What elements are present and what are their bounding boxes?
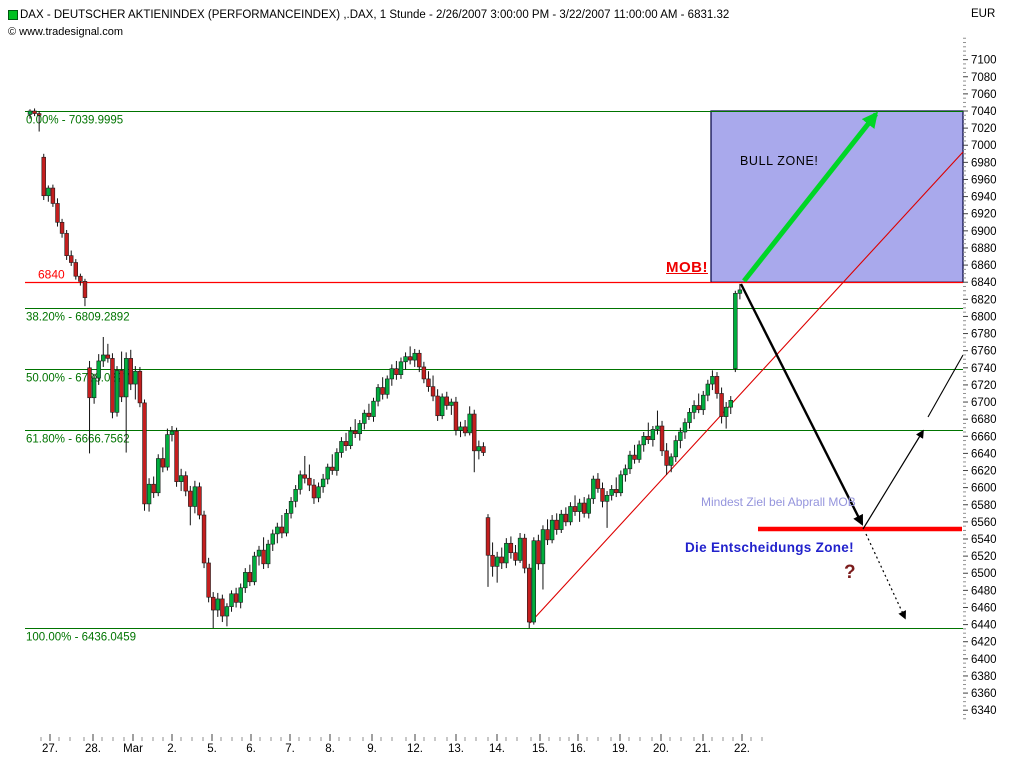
svg-text:12.: 12. [407, 743, 423, 755]
svg-text:100.00% - 6436.0459: 100.00% - 6436.0459 [26, 632, 136, 644]
svg-text:7020: 7020 [971, 123, 997, 135]
svg-text:6820: 6820 [971, 294, 997, 306]
scenario-arrows[interactable] [739, 111, 964, 620]
svg-text:7040: 7040 [971, 106, 997, 118]
svg-text:6940: 6940 [971, 192, 997, 204]
svg-text:15.: 15. [532, 743, 548, 755]
copyright-label: © www.tradesignal.com [8, 26, 124, 38]
instrument-icon [8, 10, 18, 20]
svg-text:61.80% - 6666.7562: 61.80% - 6666.7562 [26, 434, 130, 446]
svg-text:28.: 28. [85, 743, 101, 755]
svg-text:6600: 6600 [971, 483, 997, 495]
svg-text:7060: 7060 [971, 89, 997, 101]
svg-text:6720: 6720 [971, 380, 997, 392]
svg-text:50.00% - 6738.0227: 50.00% - 6738.0227 [26, 373, 130, 385]
chart-title: DAX - DEUTSCHER AKTIENINDEX (PERFORMANCE… [20, 9, 730, 21]
svg-text:6620: 6620 [971, 466, 997, 478]
svg-text:6560: 6560 [971, 517, 997, 529]
mindest-ziel-annotation[interactable]: Mindest Ziel bei Abprall MOB [701, 495, 856, 509]
svg-text:6840: 6840 [971, 277, 997, 289]
svg-text:6980: 6980 [971, 157, 997, 169]
svg-text:27.: 27. [42, 743, 58, 755]
svg-text:7.: 7. [285, 743, 295, 755]
svg-text:6360: 6360 [971, 688, 997, 700]
mob-annotation[interactable]: MOB! [666, 259, 708, 276]
x-axis: 27. 28. Mar 2. 5. 6. 7. 8. 9. 12. 13. 14. 15. 16. 19. 2… [40, 734, 763, 755]
svg-text:6840: 6840 [38, 268, 65, 282]
svg-text:22.: 22. [734, 743, 750, 755]
svg-text:6700: 6700 [971, 397, 997, 409]
svg-text:6460: 6460 [971, 602, 997, 614]
svg-text:7080: 7080 [971, 72, 997, 84]
svg-text:6920: 6920 [971, 209, 997, 221]
svg-text:6400: 6400 [971, 654, 997, 666]
svg-text:6420: 6420 [971, 637, 997, 649]
svg-text:Mar: Mar [123, 743, 143, 755]
svg-text:13.: 13. [448, 743, 464, 755]
svg-text:6440: 6440 [971, 620, 997, 632]
svg-text:6520: 6520 [971, 551, 997, 563]
svg-text:6780: 6780 [971, 329, 997, 341]
currency-label: EUR [971, 8, 996, 20]
svg-text:6740: 6740 [971, 363, 997, 375]
svg-text:6680: 6680 [971, 414, 997, 426]
svg-text:0.00% - 7039.9995: 0.00% - 7039.9995 [26, 115, 123, 127]
fibonacci-retracement-lines[interactable]: 0.00% - 7039.9995 38.20% - 6809.2892 50.00… [25, 111, 963, 644]
svg-text:6660: 6660 [971, 431, 997, 443]
svg-text:2.: 2. [167, 743, 177, 755]
svg-text:14.: 14. [489, 743, 505, 755]
svg-text:7100: 7100 [971, 55, 997, 67]
svg-text:9.: 9. [367, 743, 377, 755]
svg-text:6380: 6380 [971, 671, 997, 683]
svg-text:5.: 5. [207, 743, 217, 755]
trendline[interactable] [529, 151, 964, 624]
svg-text:7000: 7000 [971, 140, 997, 152]
svg-text:6480: 6480 [971, 585, 997, 597]
svg-text:6880: 6880 [971, 243, 997, 255]
svg-text:6640: 6640 [971, 448, 997, 460]
svg-text:6540: 6540 [971, 534, 997, 546]
y-axis: 6340 6360 6380 6400 6420 6440 6460 6480 6500 6520… [963, 37, 997, 720]
svg-text:6860: 6860 [971, 260, 997, 272]
svg-text:6800: 6800 [971, 311, 997, 323]
svg-text:6340: 6340 [971, 705, 997, 717]
svg-text:16.: 16. [570, 743, 586, 755]
svg-text:8.: 8. [325, 743, 335, 755]
bull-zone-rect[interactable] [710, 110, 964, 283]
bull-zone-annotation[interactable]: BULL ZONE! [740, 154, 819, 168]
svg-text:20.: 20. [653, 743, 669, 755]
svg-text:6.: 6. [246, 743, 256, 755]
entscheidungs-zone-annotation[interactable]: Die Entscheidungs Zone! [685, 540, 854, 555]
svg-text:6580: 6580 [971, 500, 997, 512]
svg-text:6760: 6760 [971, 346, 997, 358]
svg-text:38.20% - 6809.2892: 38.20% - 6809.2892 [26, 312, 130, 324]
svg-text:19.: 19. [612, 743, 628, 755]
question-mark-annotation[interactable]: ? [844, 562, 856, 583]
mob-price-line[interactable]: 6840 [25, 268, 963, 284]
svg-text:6960: 6960 [971, 174, 997, 186]
svg-text:6500: 6500 [971, 568, 997, 580]
svg-text:6900: 6900 [971, 226, 997, 238]
candle-series [27, 108, 743, 629]
svg-text:21.: 21. [695, 743, 711, 755]
